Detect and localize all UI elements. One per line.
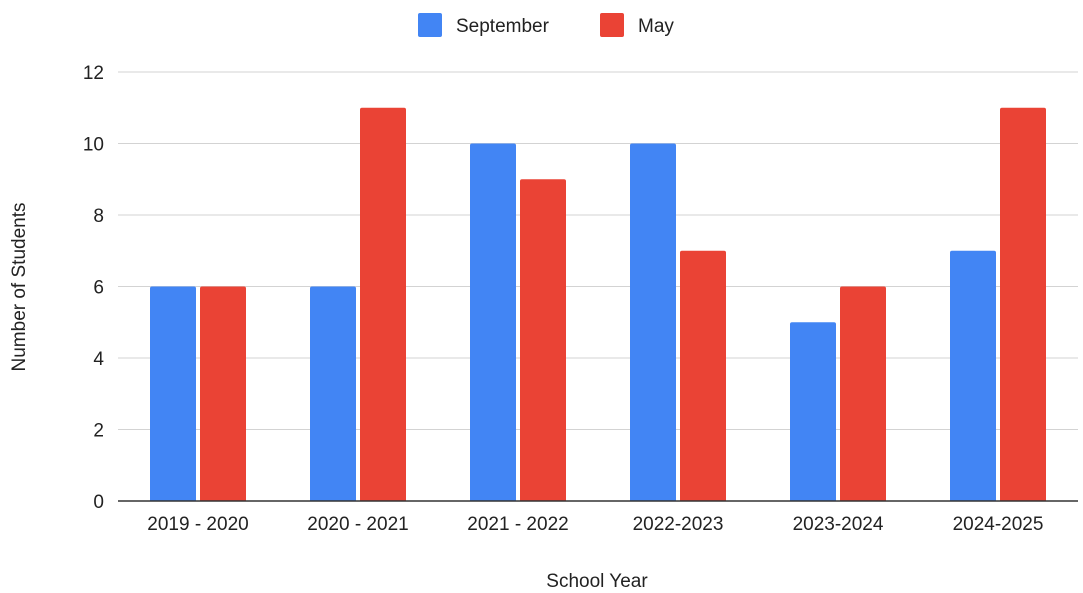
gridlines bbox=[118, 71, 1078, 430]
bar-september-0[interactable] bbox=[150, 286, 196, 502]
y-axis-title: Number of Students bbox=[9, 203, 30, 372]
x-tick-label: 2024-2025 bbox=[953, 514, 1044, 535]
x-tick-label: 2021 - 2022 bbox=[467, 514, 568, 535]
legend-label-may: May bbox=[638, 16, 674, 37]
y-tick-label: 0 bbox=[93, 492, 104, 513]
bar-may-0[interactable] bbox=[200, 286, 246, 502]
x-tick-label: 2020 - 2021 bbox=[307, 514, 408, 535]
y-tick-label: 4 bbox=[93, 349, 104, 370]
bar-may-5[interactable] bbox=[1000, 107, 1046, 501]
bar-september-2[interactable] bbox=[470, 143, 516, 502]
y-axis-tick-labels: 0 2 4 6 8 10 12 bbox=[83, 63, 105, 513]
x-tick-label: 2023-2024 bbox=[793, 514, 884, 535]
bar-september-5[interactable] bbox=[950, 250, 996, 501]
bar-may-4[interactable] bbox=[840, 286, 886, 502]
bar-september-1[interactable] bbox=[310, 286, 356, 502]
bar-may-3[interactable] bbox=[680, 250, 726, 501]
y-tick-label: 10 bbox=[83, 135, 104, 156]
bar-may-1[interactable] bbox=[360, 107, 406, 501]
y-tick-label: 8 bbox=[93, 206, 104, 227]
x-tick-label: 2019 - 2020 bbox=[147, 514, 248, 535]
y-tick-label: 12 bbox=[83, 63, 104, 84]
legend-item-september[interactable]: September bbox=[418, 13, 550, 37]
x-axis-tick-labels: 2019 - 2020 2020 - 2021 2021 - 2022 2022-20… bbox=[147, 514, 1043, 535]
bar-september-4[interactable] bbox=[790, 322, 836, 501]
y-tick-label: 2 bbox=[93, 421, 104, 442]
bar-may-2[interactable] bbox=[520, 179, 566, 501]
legend-swatch-september bbox=[418, 13, 442, 37]
legend-label-september: September bbox=[456, 16, 550, 37]
bar-september-3[interactable] bbox=[630, 143, 676, 502]
x-axis-title: School Year bbox=[546, 571, 648, 592]
legend: September May bbox=[418, 13, 674, 37]
x-tick-label: 2022-2023 bbox=[633, 514, 724, 535]
bars bbox=[150, 107, 1046, 502]
y-tick-label: 6 bbox=[93, 278, 104, 299]
legend-item-may[interactable]: May bbox=[600, 13, 674, 37]
legend-swatch-may bbox=[600, 13, 624, 37]
